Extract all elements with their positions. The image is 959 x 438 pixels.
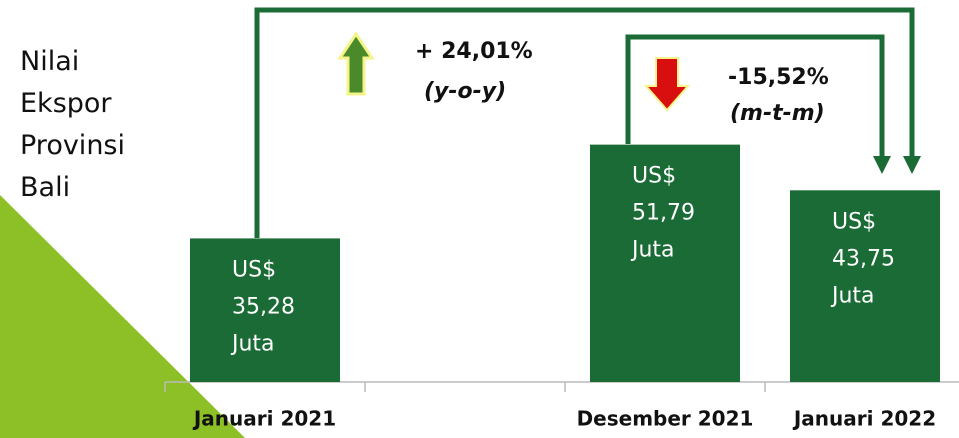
value-label: US$ 51,79 Juta <box>630 164 695 263</box>
annotation: + 24,01% <box>415 39 533 64</box>
bar <box>790 190 940 382</box>
up-arrow-icon <box>337 31 375 96</box>
annotation: -15,52% <box>728 65 829 90</box>
annotation: (y-o-y) <box>424 79 506 104</box>
x-tick-label: Januari 2021 <box>192 407 336 431</box>
mtm-arrowhead <box>873 156 891 174</box>
bar <box>190 238 340 382</box>
value-label: US$ 43,75 Juta <box>830 209 895 308</box>
value-label: US$ 35,28 Juta <box>230 257 295 356</box>
chart-title: Nilai Ekspor Provinsi Bali <box>20 46 125 203</box>
yoy-arrowhead <box>903 156 921 174</box>
x-tick-label: Januari 2022 <box>792 407 936 431</box>
x-tick-label: Desember 2021 <box>577 407 754 431</box>
mtm-bracket <box>625 34 885 160</box>
bar <box>590 144 740 382</box>
decoration-triangle <box>0 195 245 438</box>
down-arrow-icon <box>643 57 691 112</box>
annotation: (m-t-m) <box>730 101 825 126</box>
yoy-bracket <box>254 7 915 238</box>
